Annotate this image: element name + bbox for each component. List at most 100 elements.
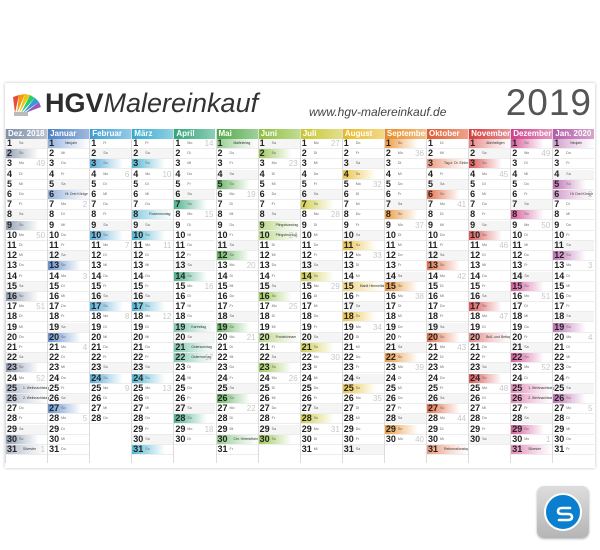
- weekday-label: Sa: [313, 406, 319, 411]
- day-row: 12 So: [553, 250, 595, 262]
- day-number: 8: [343, 209, 349, 220]
- day-number: 5: [343, 178, 349, 189]
- day-row: 27 Mi: [469, 403, 511, 415]
- day-number: 4: [343, 168, 349, 179]
- weekday-label: Sa: [103, 151, 108, 156]
- weekday-label: Sa: [440, 181, 445, 186]
- day-row: 5 Do: [384, 179, 426, 190]
- day-row: 13 Do: [6, 260, 48, 272]
- weekday-label: Mo: [271, 304, 277, 309]
- weekday-label: Fr: [19, 416, 23, 421]
- weekday-label: Di: [397, 304, 402, 309]
- day-number: 17: [259, 301, 270, 312]
- weekday-label: Do: [61, 232, 66, 237]
- weekday-label: So: [440, 192, 445, 196]
- weekday-label: Sa: [397, 202, 403, 207]
- day-row: 28 Di: [553, 413, 595, 425]
- day-number: 9: [301, 219, 307, 230]
- weekday-label: So: [19, 151, 24, 156]
- day-row: 9 Pfingstsonntag: [258, 220, 300, 231]
- weekday-label: Mi: [61, 436, 65, 441]
- weekday-label: Mo: [103, 243, 109, 247]
- day-number: 18: [7, 311, 18, 322]
- day-number: 12: [259, 250, 270, 261]
- day-number: 27: [259, 403, 270, 414]
- day-number: 3: [385, 158, 391, 169]
- weekday-label: Di: [61, 426, 65, 431]
- day-number: 24: [428, 372, 439, 383]
- day-number: 11: [301, 240, 312, 250]
- day-row: 27 Do: [6, 403, 48, 415]
- day-row: 6 Mi: [132, 189, 174, 200]
- holiday-label: Ostermontag: [191, 355, 211, 360]
- day-number: 29: [175, 423, 186, 434]
- day-number: 27: [7, 403, 18, 414]
- day-number: 16: [7, 291, 18, 301]
- weekday-label: Di: [187, 436, 191, 441]
- weekday-label: Sa: [355, 304, 361, 309]
- weekday-label: So: [482, 161, 487, 166]
- weekday-label: So: [482, 304, 487, 309]
- day-row: 16 Mo 51: [511, 291, 553, 302]
- weekday-label: Sa: [440, 396, 445, 400]
- day-row: 9 Mi: [48, 220, 90, 231]
- day-row: 21 Sa: [384, 342, 426, 353]
- weekday-label: Di: [145, 253, 149, 258]
- weekday-label: Mi: [524, 314, 528, 319]
- day-row: 28 Mi: [342, 413, 384, 425]
- day-number: 23: [175, 362, 186, 373]
- week-number: 51: [36, 302, 46, 312]
- day-number: 30: [428, 433, 439, 444]
- day-number: 2: [470, 148, 476, 159]
- day-number: 17: [301, 301, 312, 312]
- day-row: 17 Do: [427, 301, 469, 313]
- weekday-label: Do: [19, 334, 24, 339]
- weekday-label: Fr: [566, 232, 570, 237]
- day-row: 5 Mi: [258, 179, 300, 190]
- day-row: 4 Fr: [427, 169, 469, 180]
- day-number: 29: [554, 423, 565, 434]
- day-row: 8 Di: [48, 209, 90, 221]
- weekday-label: So: [440, 406, 445, 411]
- weekday-label: Mi: [440, 436, 444, 441]
- day-row: 6 Mi: [469, 189, 511, 200]
- day-number: 22: [554, 352, 565, 363]
- weekday-label: Di: [229, 345, 233, 349]
- day-number: 19: [91, 321, 102, 332]
- weekday-label: Sa: [61, 324, 66, 329]
- day-row: 2 So: [6, 148, 48, 160]
- day-number: 18: [470, 311, 481, 322]
- day-row: 8 Do: [342, 209, 384, 221]
- week-number: 35: [372, 394, 382, 403]
- weekday-label: Do: [524, 181, 529, 186]
- day-row: 4 So: [342, 168, 384, 180]
- weekday-label: Di: [187, 222, 191, 227]
- day-row: 29 Sa: [258, 424, 300, 435]
- weekday-label: Mo: [61, 345, 67, 349]
- day-number: 13: [217, 260, 228, 271]
- day-number: 3: [343, 158, 349, 169]
- holiday-label: Pfingstsonntag: [275, 222, 299, 227]
- day-number: 30: [49, 433, 60, 444]
- day-number: 28: [217, 413, 228, 424]
- day-number: 11: [49, 240, 59, 250]
- day-row: 5 So: [216, 179, 258, 190]
- day-row: 12 Fr: [174, 250, 216, 262]
- day-row: 19 Karfreitag: [174, 322, 216, 333]
- day-row: 7 So: [174, 199, 216, 211]
- day-row: 29 Mo 31: [300, 424, 342, 435]
- day-number: 18: [301, 311, 312, 322]
- day-number: 23: [217, 362, 228, 373]
- day-number: 31: [554, 444, 565, 454]
- day-row: 14 Sa: [384, 271, 426, 282]
- day-number: 3: [301, 158, 307, 169]
- day-row: 27 Sa: [174, 403, 216, 415]
- weekday-label: Mo: [61, 416, 67, 421]
- week-number: 22: [246, 404, 256, 414]
- weekday-label: Di: [566, 416, 570, 421]
- weekday-label: Fr: [397, 406, 402, 411]
- weekday-label: So: [229, 181, 234, 186]
- weekday-label: Mi: [566, 355, 571, 360]
- day-number: 25: [217, 382, 228, 393]
- weekday-label: Mi: [187, 232, 192, 237]
